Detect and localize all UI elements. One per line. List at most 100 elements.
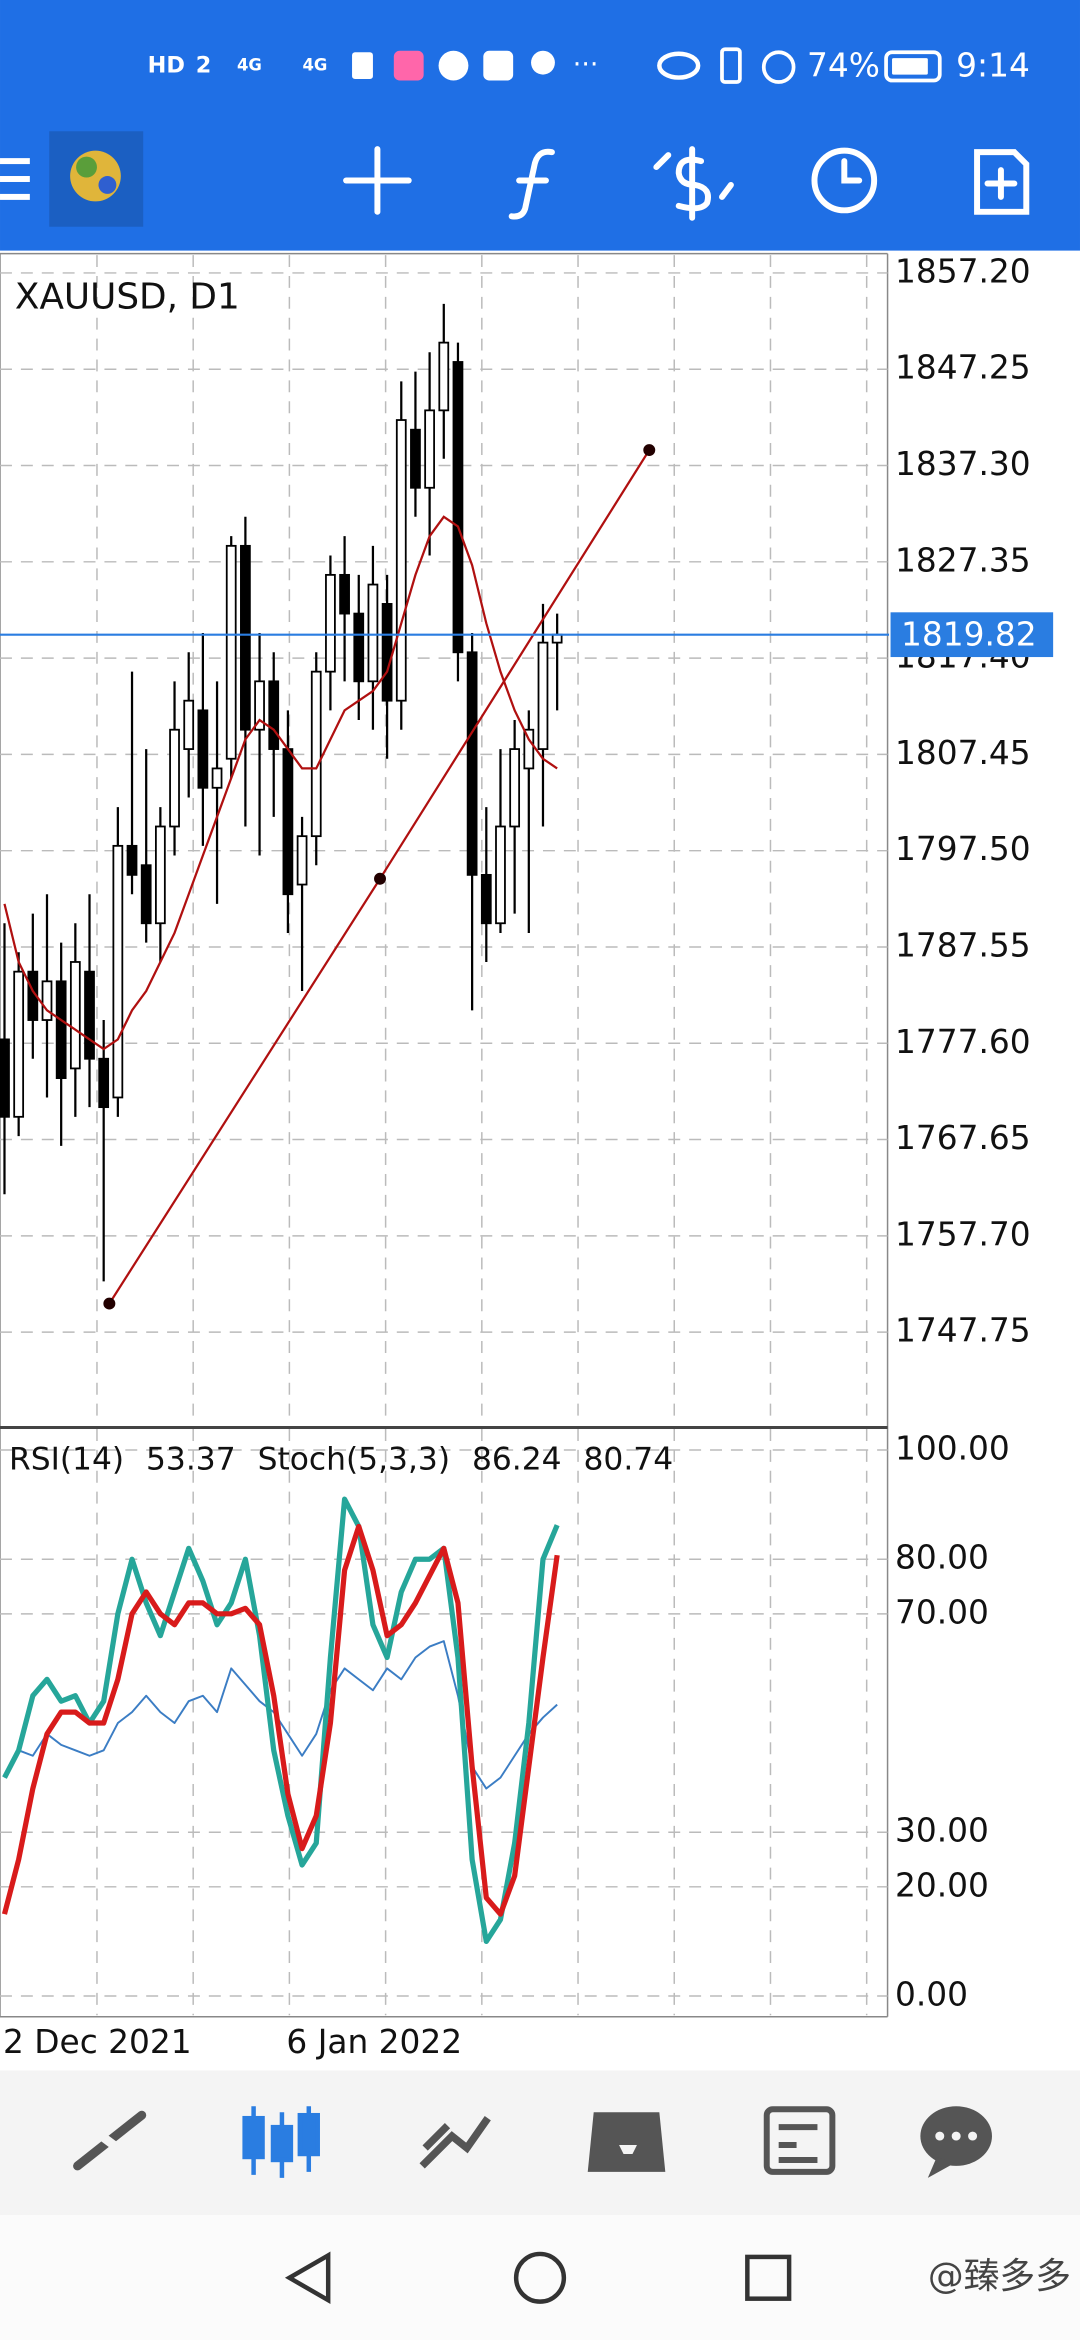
candle-body [353,612,365,683]
indicator: 4G [302,55,327,74]
moving-average [3,515,558,1051]
clock: 9:14 [956,47,1030,85]
x-tick-label: 2 Dec 2021 [3,2023,192,2061]
top-bar [0,0,1080,251]
y-tick-label: 1847.25 [895,349,1031,387]
candle-body [310,670,322,838]
series-line [1,1523,560,1917]
candle-body [84,970,95,1060]
price-chart: 1857.201847.251837.301827.351817.401807.… [0,252,1054,1425]
chart-tab[interactable] [242,2106,320,2178]
candle-body [268,680,280,750]
battery: 74% [807,47,880,85]
candle-body [112,844,124,1099]
candle-body [282,748,294,896]
crosshair-button[interactable] [343,146,412,215]
oscillator-chart: 100.00 80.00 70.00 30.00 20.00 0.00 [0,1429,1010,2016]
series-name: RSI(14) [9,1441,124,1477]
status-icons: ··· [352,47,942,84]
candle-body [140,864,152,925]
history-tab[interactable] [587,2112,666,2172]
indicators-button[interactable] [508,148,555,220]
indicator: HD [148,52,185,78]
candle-body [381,603,393,702]
candle-body [41,980,53,1021]
candle-body [395,419,407,702]
y-tick-label: 1767.65 [895,1119,1031,1157]
y-tick-label: 1747.75 [895,1312,1031,1350]
y-tick-label: 1827.35 [895,541,1031,579]
y-tick-label: 1837.30 [895,445,1031,483]
y-tick-label: 1777.60 [895,1023,1031,1061]
y-tick-label: 1757.70 [895,1215,1031,1253]
y-tick-label: 30.00 [895,1812,989,1850]
candle-body [55,980,67,1079]
trade-tab[interactable] [419,2116,491,2169]
candle-body [197,709,209,789]
candle-body [126,844,138,876]
candle-body [240,544,251,731]
candle-body [509,748,521,828]
y-tick-label: 100.00 [895,1430,1010,1468]
candle-body [69,961,81,1070]
indicator: 4G [237,55,262,74]
candle-body [225,544,237,760]
current-price-label: 1819.82 [901,616,1037,654]
trade-button[interactable] [653,146,734,221]
candle-body [495,825,506,925]
recents-button[interactable] [745,2254,792,2301]
trendline-point [643,444,656,457]
chat-tab[interactable] [920,2106,992,2178]
candle-body [466,651,478,876]
y-tick-label: 1807.45 [895,734,1031,772]
candle-body [480,873,492,925]
indicator: 2 [196,52,212,78]
candle-body [410,428,421,489]
candle-body [254,680,265,731]
candle-body [183,699,195,750]
app-logo[interactable] [49,131,144,227]
news-tab[interactable] [763,2106,836,2175]
x-tick-label: 6 Jan 2022 [286,2023,462,2061]
candle-body [296,835,308,886]
y-tick-label: 80.00 [895,1539,989,1577]
candle-body [438,341,450,412]
y-tick-label: 1857.20 [895,252,1031,290]
series-line [2,1496,560,1945]
candle-body [367,583,379,683]
back-button[interactable] [284,2251,331,2305]
system-nav [0,2215,1080,2340]
candle-body [98,1057,110,1109]
candle-body [523,728,535,770]
y-tick-label: 1797.50 [895,830,1031,868]
candle-body [211,767,223,789]
menu-button[interactable] [0,158,30,200]
home-button[interactable] [513,2251,567,2304]
candle-body [169,728,180,828]
candle-body [154,825,166,925]
quotes-tab[interactable] [73,2110,147,2171]
candle-body [537,641,549,750]
watermark: @臻多多 [928,2256,1071,2297]
series-value: 53.37 [146,1441,236,1477]
status-indicators: HD 2 4G 4G [148,52,328,78]
trendline-point [374,872,386,885]
svg-text:···: ··· [573,49,599,80]
current-price-box [890,612,1054,658]
candle-body [0,1038,10,1118]
y-tick-label: 1787.55 [895,926,1031,964]
series-value: 80.74 [584,1441,674,1477]
trendline-point [103,1297,116,1310]
oscillator-header: RSI(14) 53.37 Stoch(5,3,3) 86.24 80.74 [9,1441,673,1477]
new-order-button[interactable] [974,149,1030,215]
candle-body [424,409,435,489]
candle-body [13,970,25,1118]
series-name: Stoch(5,3,3) [258,1441,450,1477]
candle-body [551,633,563,644]
y-tick-label: 0.00 [895,1976,968,2014]
candle-body [452,361,464,654]
series-value: 86.24 [472,1441,562,1477]
candle-body [339,573,350,615]
period-button[interactable] [811,147,878,214]
